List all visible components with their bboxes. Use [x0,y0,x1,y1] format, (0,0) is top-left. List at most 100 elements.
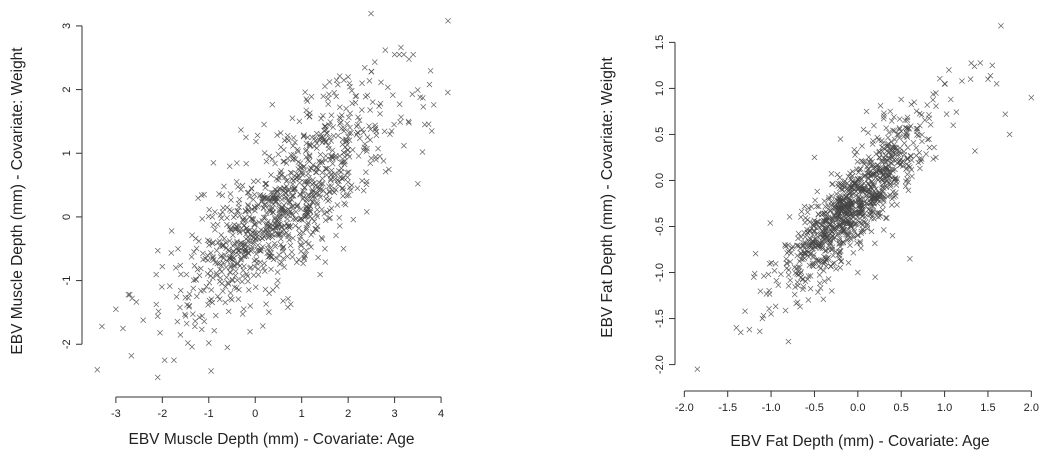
data-point [840,229,846,236]
data-point [227,264,234,271]
x-tick-label: 2 [345,408,351,420]
data-point [802,234,809,240]
data-point [840,239,847,246]
y-tick-label: -2 [61,339,73,349]
data-point [283,183,290,190]
data-point [219,243,226,249]
data-point [255,266,262,272]
data-point [346,130,352,136]
data-point [845,259,852,266]
data-point [391,51,398,58]
data-point [838,258,844,265]
data-point [221,235,228,242]
data-point [289,254,296,260]
y-tick-label: 1.5 [654,35,666,50]
data-point [266,309,272,315]
data-point [243,231,249,237]
data-point [354,129,361,136]
data-point [314,226,320,233]
data-point [865,166,872,172]
data-point [877,102,884,109]
data-point [314,206,321,213]
data-point [874,200,881,207]
data-point [186,302,193,309]
data-point [263,301,269,307]
data-point [289,115,296,122]
data-point [861,180,867,187]
data-point [854,158,861,165]
data-point [298,242,305,249]
data-point [828,288,835,294]
data-point [235,247,242,254]
data-point [926,136,932,143]
data-point [289,156,296,163]
data-point [225,308,232,315]
data-point [778,271,784,278]
y-tick-label: 2 [61,87,73,93]
data-point [287,169,294,176]
data-point [941,80,948,87]
data-point [873,168,879,175]
data-point [238,239,244,246]
data-point [186,291,193,297]
data-point [414,87,421,93]
data-point [289,181,296,187]
data-point [302,239,309,245]
data-point [350,216,357,223]
data-point [290,143,296,149]
data-point [825,254,832,261]
data-point [815,211,822,218]
data-point [363,181,370,188]
data-point [809,238,816,244]
data-point [814,230,821,237]
data-point [290,235,296,242]
data-point [337,174,344,180]
data-point [802,239,808,246]
data-point [153,301,160,308]
data-point [182,294,189,301]
data-point [212,226,218,233]
data-point [889,195,895,202]
data-point [907,255,913,262]
data-point [311,143,318,150]
data-point [303,226,310,233]
data-point [279,206,286,212]
data-point [861,158,868,165]
data-point [879,184,886,191]
data-point [336,153,343,159]
data-point [227,191,234,197]
data-point [279,196,285,203]
data-point [290,192,296,199]
data-point [849,212,856,219]
data-point [241,263,247,270]
data-point [317,151,324,158]
data-point [213,247,220,254]
data-point [226,163,233,170]
data-point [178,271,184,278]
data-point [231,262,238,269]
data-point [166,283,173,289]
data-point [889,127,896,134]
data-point [891,150,897,157]
data-point [198,326,205,333]
data-point [853,220,860,227]
data-point [814,221,820,228]
data-point [792,270,799,276]
data-point [993,80,1000,87]
data-point [177,304,183,311]
data-point [953,109,960,115]
data-point [287,208,294,214]
data-point [274,224,281,231]
data-point [359,80,365,87]
data-point [887,108,894,115]
data-point [346,153,353,160]
data-point [329,160,336,167]
data-point [805,297,812,303]
data-point [311,180,317,187]
data-point [234,160,240,166]
data-point [869,192,875,199]
data-point [927,121,934,128]
data-point [212,259,219,266]
data-point [816,280,823,287]
data-point [336,120,343,127]
